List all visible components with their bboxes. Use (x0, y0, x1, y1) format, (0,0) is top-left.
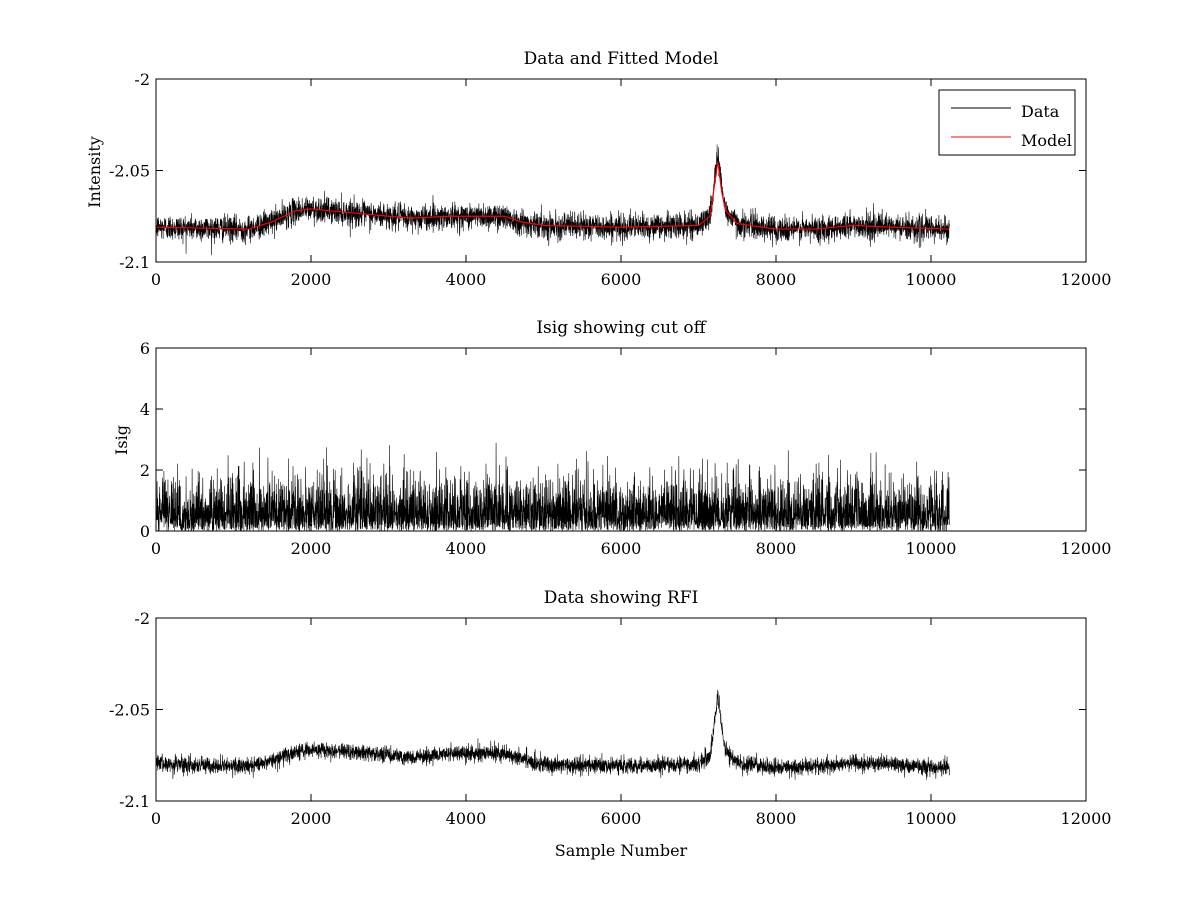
x-tick-label: 4000 (446, 539, 487, 558)
x-tick-label: 2000 (291, 809, 332, 828)
y-tick-label: -2.05 (109, 701, 150, 720)
series-line-data (156, 144, 950, 256)
x-tick-label: 10000 (906, 270, 957, 289)
x-tick-label: 0 (151, 270, 161, 289)
series-group (156, 144, 950, 256)
panel-data-and-fitted-model: Data and Fitted Model Intensity 0 2000 400… (85, 49, 1111, 289)
x-tick-label: 2000 (291, 539, 332, 558)
legend-box (938, 89, 1076, 156)
plot-area: 0 2000 4000 6000 8000 10000 12000 -2.1 -2.05 -2 (109, 70, 1111, 289)
panel-data-showing-rfi: Data showing RFI Sample Number 0 2000 4000… (109, 588, 1111, 860)
y-tick-label: -2 (134, 609, 150, 628)
x-tick-label: 10000 (906, 539, 957, 558)
x-tick-label: 12000 (1061, 539, 1112, 558)
panel-isig-showing-cut-off: Isig showing cut off Isig 0 2000 4000 6000 8… (112, 318, 1111, 558)
panel-title: Isig showing cut off (536, 318, 707, 338)
y-axis-label: Isig (112, 425, 131, 455)
x-tick-label: 0 (151, 539, 161, 558)
x-tick-label: 10000 (906, 809, 957, 828)
y-tick-label: -2 (134, 70, 150, 89)
x-tick-label: 8000 (756, 270, 797, 289)
x-tick-label: 12000 (1061, 270, 1112, 289)
panel-title: Data showing RFI (544, 588, 699, 608)
y-tick-label: 0 (140, 522, 150, 541)
x-tick-label: 8000 (756, 809, 797, 828)
y-tick-label: -2.1 (119, 792, 150, 811)
legend-label-data: Data (1021, 102, 1060, 121)
x-tick-label: 8000 (756, 539, 797, 558)
x-tick-label: 2000 (291, 270, 332, 289)
x-tick-label: 12000 (1061, 809, 1112, 828)
x-axis-label: Sample Number (555, 841, 688, 860)
y-tick-label: 4 (140, 400, 150, 419)
x-tick-label: 6000 (601, 539, 642, 558)
series-group (156, 442, 950, 531)
y-tick-label: 6 (140, 339, 150, 358)
legend-label-model: Model (1021, 131, 1072, 150)
y-axis-label: Intensity (85, 136, 104, 208)
x-tick-label: 0 (151, 809, 161, 828)
plot-area: 0 2000 4000 6000 8000 10000 12000 -2.1 -2.05 -2 (109, 609, 1111, 828)
panel-title: Data and Fitted Model (524, 49, 719, 69)
x-tick-label: 6000 (601, 809, 642, 828)
series-line-model (156, 162, 949, 230)
x-tick-label: 6000 (601, 270, 642, 289)
legend: Data Model (938, 89, 1076, 156)
x-tick-label: 4000 (446, 270, 487, 289)
y-tick-label: -2.05 (109, 162, 150, 181)
series-group (156, 689, 950, 780)
y-tick-label: -2.1 (119, 253, 150, 272)
x-tick-label: 4000 (446, 809, 487, 828)
series-line-isig (156, 442, 950, 531)
y-tick-label: 2 (140, 461, 150, 480)
series-line-data (156, 689, 950, 780)
plot-area: 0 2000 4000 6000 8000 10000 12000 0 2 4 6 (140, 339, 1112, 558)
